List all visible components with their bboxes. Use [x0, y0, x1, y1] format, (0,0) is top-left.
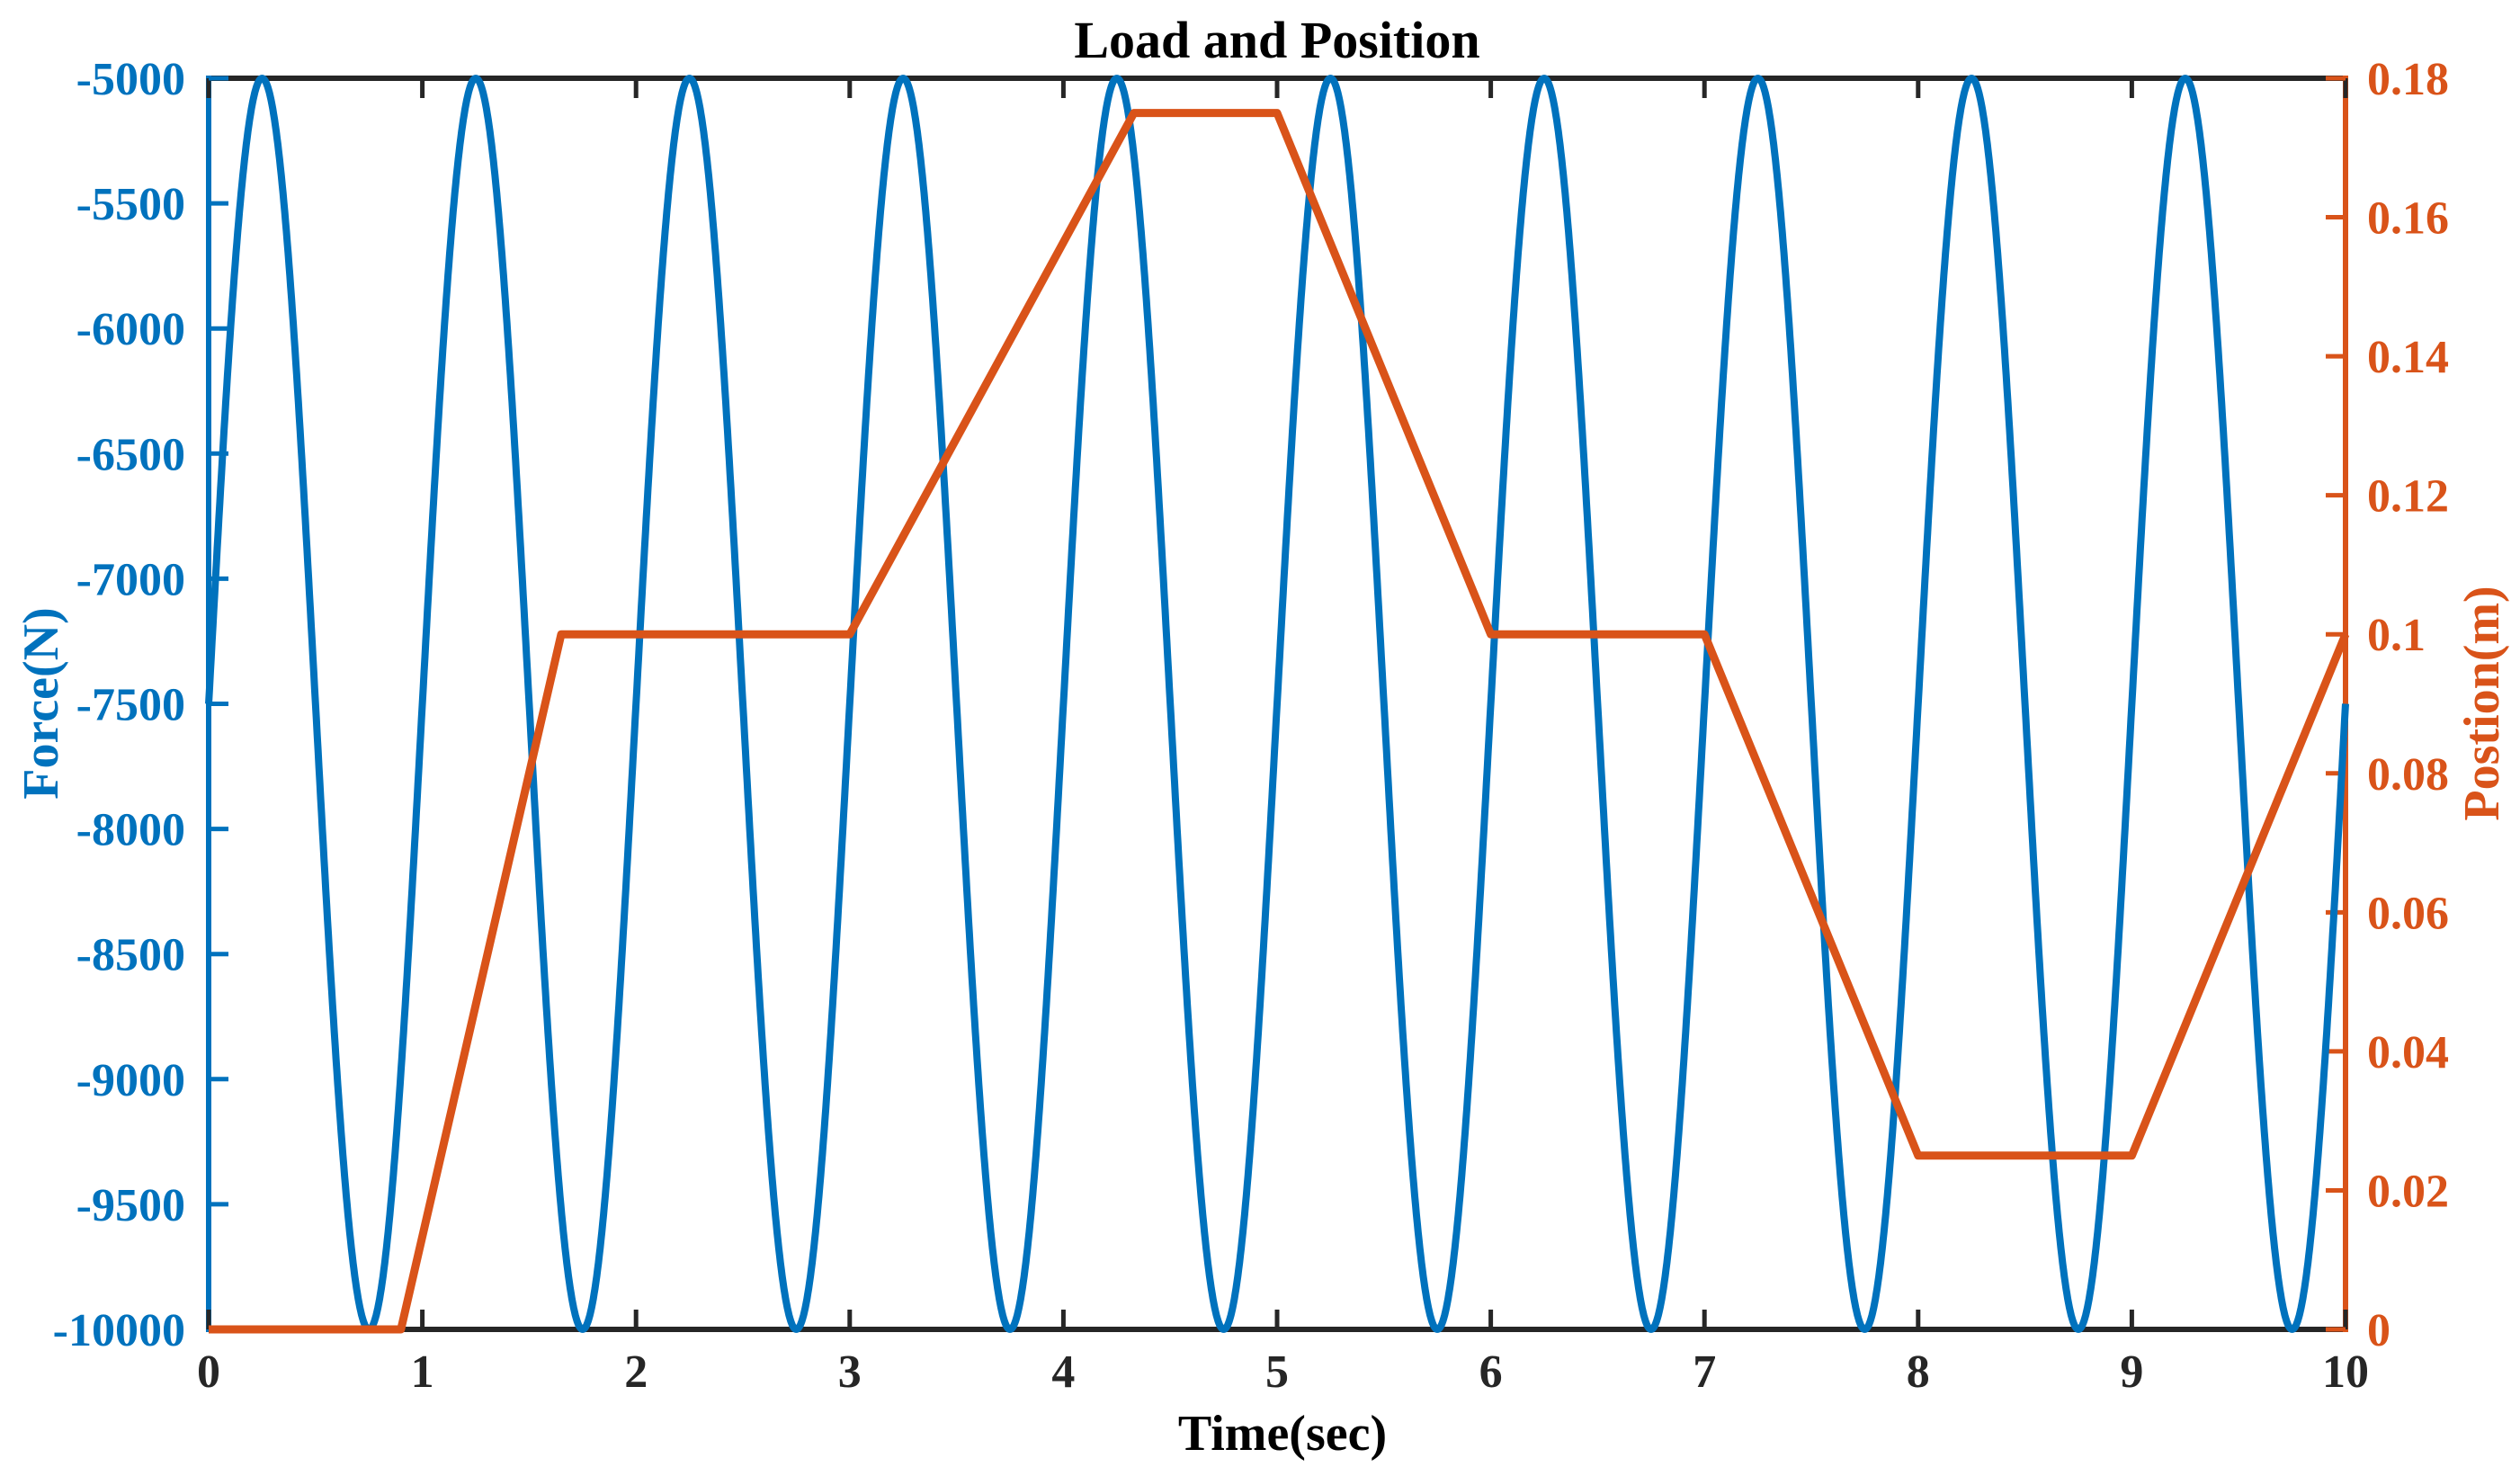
left-y-tick-label: -5000: [76, 54, 185, 105]
force-series-curve: [205, 75, 2349, 1333]
left-y-tick-label: -7000: [76, 554, 185, 605]
right-y-tick-label: 0.02: [2367, 1166, 2449, 1217]
right-y-tick-label: 0.18: [2367, 54, 2449, 105]
right-y-tick-label: 0.06: [2367, 888, 2449, 939]
right-y-tick-label: 0.12: [2367, 471, 2449, 523]
x-tick-label: 4: [1051, 1346, 1075, 1398]
tick-label-layer: 0 1 2 3 4 5 6 7 8 9 10 -5000 -5500 -6000 -6500 -7000 -75…: [53, 54, 2449, 1398]
right-y-axis-label: Postion(m): [2454, 586, 2510, 820]
x-axis-label: Time(sec): [1178, 1406, 1387, 1462]
right-y-tick-label: 0.1: [2367, 610, 2426, 661]
left-y-tick-label: -9000: [76, 1055, 185, 1106]
right-y-tick-label: 0.04: [2367, 1027, 2449, 1078]
position-series-curve: [209, 109, 2350, 1334]
left-y-tick-label: -6500: [76, 429, 185, 480]
x-tick-label: 7: [1693, 1346, 1716, 1398]
x-tick-label: 0: [197, 1346, 220, 1398]
left-y-tick-label: -8000: [76, 805, 185, 856]
right-y-tick-label: 0.14: [2367, 332, 2449, 383]
left-y-tick-label: -5500: [76, 179, 185, 230]
right-y-tick-label: 0.16: [2367, 193, 2449, 245]
right-y-tick-label: 0: [2367, 1305, 2390, 1356]
x-tick-label: 5: [1265, 1346, 1289, 1398]
left-y-tick-label: -9500: [76, 1180, 185, 1231]
x-tick-label: 3: [838, 1346, 862, 1398]
x-tick-label: 9: [2120, 1346, 2143, 1398]
left-y-tick-label: -6000: [76, 304, 185, 355]
right-y-tick-label: 0.08: [2367, 749, 2449, 801]
x-tick-label: 8: [1907, 1346, 1930, 1398]
x-tick-label: 10: [2322, 1346, 2369, 1398]
x-tick-label: 1: [411, 1346, 434, 1398]
x-tick-label: 2: [624, 1346, 648, 1398]
left-y-tick-label: -8500: [76, 930, 185, 981]
left-y-axis-label: Force(N): [13, 607, 69, 800]
left-y-tick-label: -10000: [53, 1305, 185, 1356]
left-y-tick-label: -7500: [76, 680, 185, 731]
x-tick-label: 6: [1479, 1346, 1503, 1398]
chart-title: Load and Position: [1074, 11, 1479, 69]
